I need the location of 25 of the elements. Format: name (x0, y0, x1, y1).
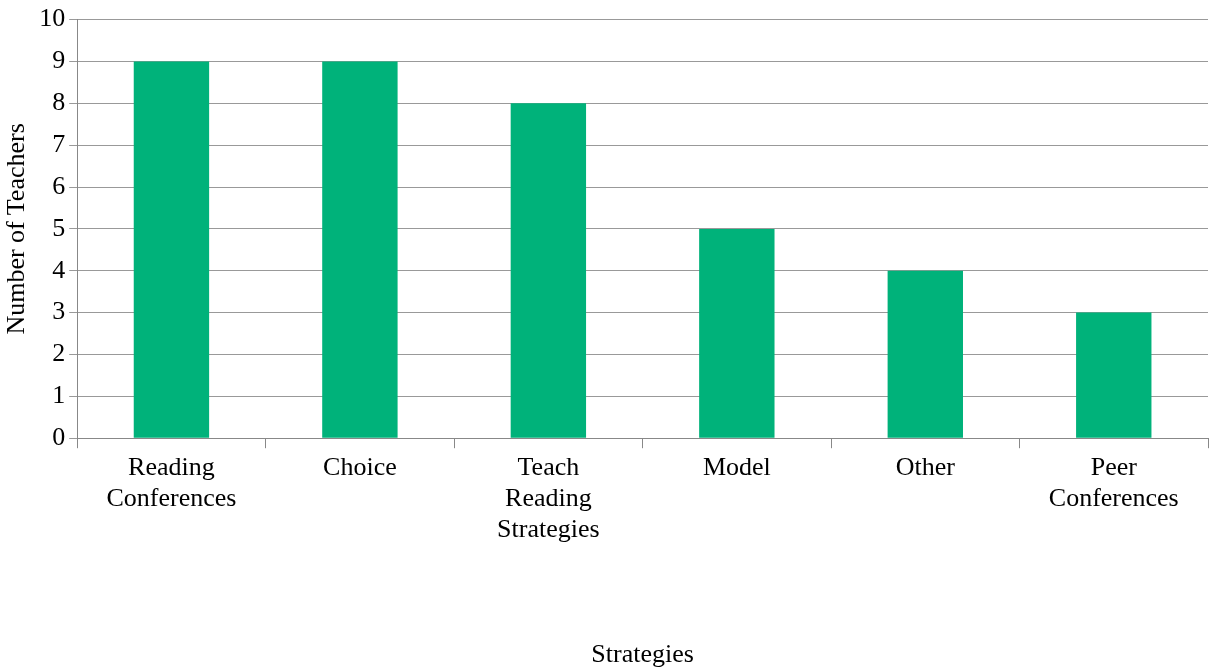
y-tick-label: 4 (52, 254, 66, 284)
x-tick-label: Choice (323, 451, 397, 481)
bar (699, 228, 775, 438)
y-tick-label: 10 (39, 3, 66, 33)
y-tick-label: 3 (52, 296, 66, 326)
x-axis-title: Strategies (591, 639, 694, 669)
y-tick-label: 0 (52, 422, 66, 452)
x-tick-label: Other (895, 451, 956, 481)
bar (510, 103, 587, 438)
x-tick-label: Teach Reading Strategies (497, 451, 600, 544)
x-tick-label: Reading Conferences (106, 451, 237, 512)
x-tick-label: Model (702, 451, 771, 481)
bar (322, 61, 398, 438)
y-tick-label: 5 (52, 212, 66, 242)
x-tick-label: Peer Conferences (1048, 451, 1179, 512)
y-tick-label: 1 (52, 380, 66, 410)
y-tick-label: 6 (52, 170, 66, 200)
y-tick-label: 9 (52, 45, 66, 75)
y-tick-label: 2 (52, 338, 66, 368)
bar (1076, 312, 1152, 438)
y-tick-label: 8 (52, 87, 66, 117)
bar (133, 61, 210, 438)
y-tick-label: 7 (52, 129, 66, 159)
y-axis-title: Number of Teachers (1, 123, 31, 335)
bar (887, 270, 963, 438)
